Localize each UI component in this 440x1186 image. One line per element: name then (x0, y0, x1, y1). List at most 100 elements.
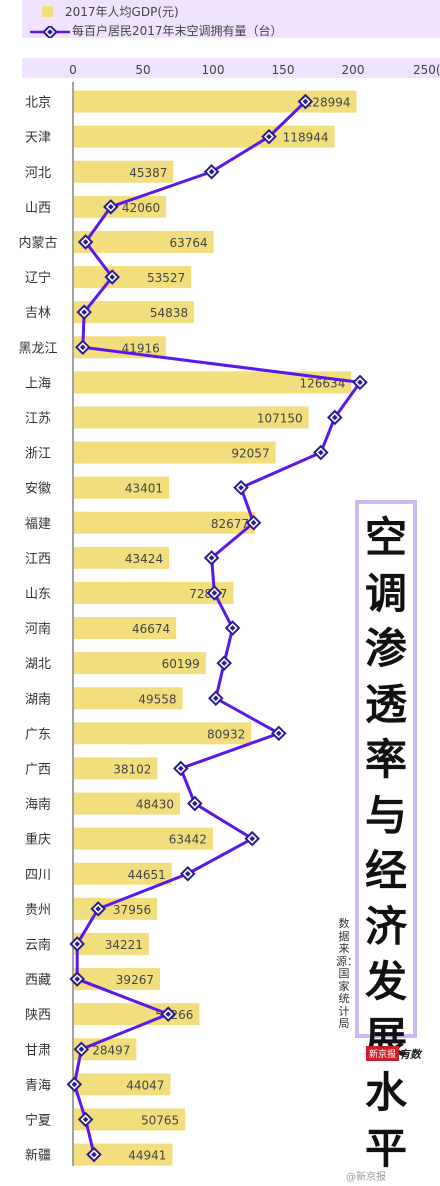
ac-point-core (79, 344, 86, 351)
gdp-bar (74, 266, 192, 289)
province-label: 甘肃 (25, 1043, 51, 1058)
province-label: 河南 (25, 621, 51, 637)
gdp-value-label: 38102 (113, 762, 151, 776)
legend-background (22, 0, 440, 38)
gdp-bar (74, 1073, 171, 1096)
chart-title: 空调渗透率与经济发展水平 (364, 513, 407, 1173)
gdp-value-label: 45387 (129, 166, 167, 180)
ac-point-core (238, 484, 244, 491)
gdp-bar (74, 195, 167, 218)
axis-strip (22, 58, 440, 78)
gdp-bar (74, 336, 166, 359)
gdp-value-label: 44651 (128, 868, 166, 882)
gdp-value-label: 28497 (92, 1043, 130, 1057)
title-box: 空调渗透率与经济发展水平 (355, 500, 417, 1173)
gdp-bar (74, 230, 214, 253)
gdp-bar (74, 652, 206, 675)
ac-point-core (177, 765, 184, 772)
x-tick-label: 200 (342, 63, 365, 77)
ac-point-core (109, 274, 116, 280)
x-tick-label: 150 (272, 63, 295, 77)
ac-point-core (212, 695, 219, 702)
gdp-value-label: 107150 (257, 411, 303, 425)
gdp-bar (74, 862, 172, 885)
gdp-bar (74, 406, 309, 429)
gdp-bar (74, 90, 357, 113)
ac-point-core (331, 414, 338, 421)
province-label: 辽宁 (25, 270, 51, 286)
ac-point-core (266, 133, 272, 140)
gdp-bar (74, 546, 170, 569)
gdp-value-label: 43424 (125, 552, 163, 566)
gdp-bar (74, 511, 256, 534)
province-label: 广西 (25, 762, 51, 777)
ac-point-core (184, 870, 191, 877)
gdp-bar (74, 301, 195, 324)
province-label: 河北 (25, 166, 51, 181)
gdp-bar (74, 617, 177, 640)
province-label: 浙江 (25, 447, 51, 462)
ac-point-core (107, 204, 114, 210)
x-tick-label: 50 (135, 63, 150, 77)
province-label: 重庆 (25, 832, 51, 848)
ac-point-core (221, 660, 228, 666)
ac-point-core (91, 1151, 97, 1158)
ac-point-core (208, 555, 215, 561)
gdp-value-label: 82677 (211, 517, 249, 531)
ac-point-core (81, 309, 88, 315)
brand-logo: 新京报 有数 (366, 1043, 422, 1061)
gdp-bar (74, 827, 213, 850)
gdp-value-label: 49558 (138, 692, 176, 706)
gdp-bar (74, 160, 174, 183)
province-label: 北京 (25, 96, 51, 111)
ac-point-core (74, 976, 81, 982)
brand-sub: 有数 (399, 1047, 422, 1061)
gdp-value-label: 92057 (231, 447, 269, 461)
legend-ac: 每百户居民2017年末空调拥有量（台） (30, 22, 283, 40)
province-label: 宁夏 (25, 1112, 51, 1128)
ac-point-core (71, 1081, 78, 1088)
gdp-bar (74, 1143, 173, 1166)
gdp-value-label: 42060 (122, 201, 160, 215)
province-label: 安徽 (25, 482, 51, 497)
province-label: 湖南 (25, 691, 51, 707)
gdp-bar (74, 792, 181, 815)
ac-point-core (211, 590, 218, 596)
gdp-swatch-icon (42, 6, 53, 17)
gdp-bar (74, 1038, 137, 1061)
gdp-bar (74, 441, 276, 464)
province-label: 山西 (25, 201, 51, 216)
province-label: 江苏 (25, 410, 51, 426)
gdp-value-label: 63442 (169, 833, 207, 847)
x-tick-label: 100 (202, 63, 225, 77)
gdp-bar (74, 932, 149, 955)
gdp-value-label: 44941 (128, 1149, 166, 1163)
legend-ac-label: 每百户居民2017年末空调拥有量（台） (72, 24, 283, 38)
gdp-value-label: 54838 (150, 306, 188, 320)
ac-point-core (250, 519, 257, 526)
province-label: 海南 (25, 797, 51, 813)
province-label: 吉林 (25, 306, 51, 321)
ac-point-core (74, 941, 81, 947)
province-label: 山东 (25, 587, 51, 602)
gdp-value-label: 43401 (125, 482, 163, 496)
line-marker-icon (30, 24, 70, 40)
legend-gdp-label: 2017年人均GDP(元) (65, 5, 179, 19)
province-label: 新疆 (25, 1148, 51, 1164)
ac-point-core (78, 1046, 85, 1053)
province-label: 贵州 (25, 903, 51, 918)
province-label: 广东 (25, 727, 51, 742)
gdp-value-label: 48430 (136, 798, 174, 812)
ac-point-core (302, 98, 309, 105)
province-label: 福建 (25, 517, 51, 532)
ac-point-core (357, 379, 363, 386)
ac-point-core (165, 1011, 172, 1017)
ac-point-core (249, 835, 256, 842)
ac-point-core (229, 625, 236, 631)
province-label: 青海 (25, 1078, 51, 1093)
gdp-value-label: 63764 (169, 236, 207, 250)
ac-point-core (317, 449, 324, 456)
gdp-value-label: 80932 (207, 727, 245, 741)
gdp-bar (74, 757, 158, 780)
x-tick-label: 0 (69, 63, 77, 77)
